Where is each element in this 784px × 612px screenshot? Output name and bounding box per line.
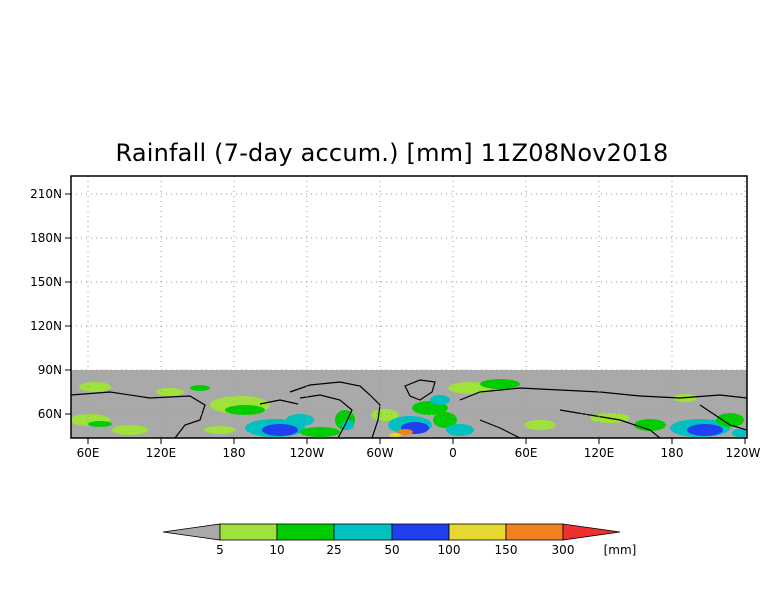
x-tick-label: 120W <box>726 446 761 460</box>
colorbar-segment-150-300 <box>505 523 564 541</box>
colorbar-segment-5-10 <box>219 523 278 541</box>
colorbar-segment-above-300 <box>562 523 621 541</box>
colorbar-segment-25-50 <box>333 523 393 541</box>
colorbar-label: 50 <box>384 543 399 557</box>
x-tick-label: 180 <box>223 446 246 460</box>
y-tick-label: 60N <box>38 407 62 421</box>
x-tick-label: 120E <box>146 446 177 460</box>
plot-frame <box>70 175 748 439</box>
map-title: Rainfall (7-day accum.) [mm] 11Z08Nov201… <box>115 139 669 167</box>
x-tick-label: 0 <box>449 446 457 460</box>
y-tick-label: 120N <box>30 319 62 333</box>
x-tick-label: 180 <box>661 446 684 460</box>
colorbar-label: 100 <box>438 543 461 557</box>
colorbar-label: 300 <box>552 543 575 557</box>
colorbar-segment-50-100 <box>391 523 450 541</box>
y-tick-label: 210N <box>30 187 62 201</box>
x-tick-label: 120W <box>290 446 325 460</box>
colorbar-label: 25 <box>326 543 341 557</box>
x-tick-label: 60W <box>366 446 393 460</box>
x-tick-label: 60E <box>77 446 100 460</box>
coastlines <box>71 379 747 438</box>
x-tick-label: 120E <box>584 446 615 460</box>
y-tick-label: 180N <box>30 231 62 245</box>
x-tick-label: 60E <box>515 446 538 460</box>
colorbar-segment-below-5 <box>162 523 221 541</box>
colorbar-segment-10-25 <box>276 523 335 541</box>
grid-lines <box>71 176 747 438</box>
y-tick-label: 90N <box>38 363 62 377</box>
rainfall-patches <box>71 379 747 437</box>
colorbar-label: 10 <box>269 543 284 557</box>
y-tick-label: 150N <box>30 275 62 289</box>
tick-marks <box>65 193 746 444</box>
colorbar-segment-100-150 <box>448 523 507 541</box>
colorbar <box>162 523 621 541</box>
colorbar-label: 5 <box>216 543 224 557</box>
colorbar-unit: [mm] <box>604 543 637 557</box>
colorbar-label: 150 <box>495 543 518 557</box>
